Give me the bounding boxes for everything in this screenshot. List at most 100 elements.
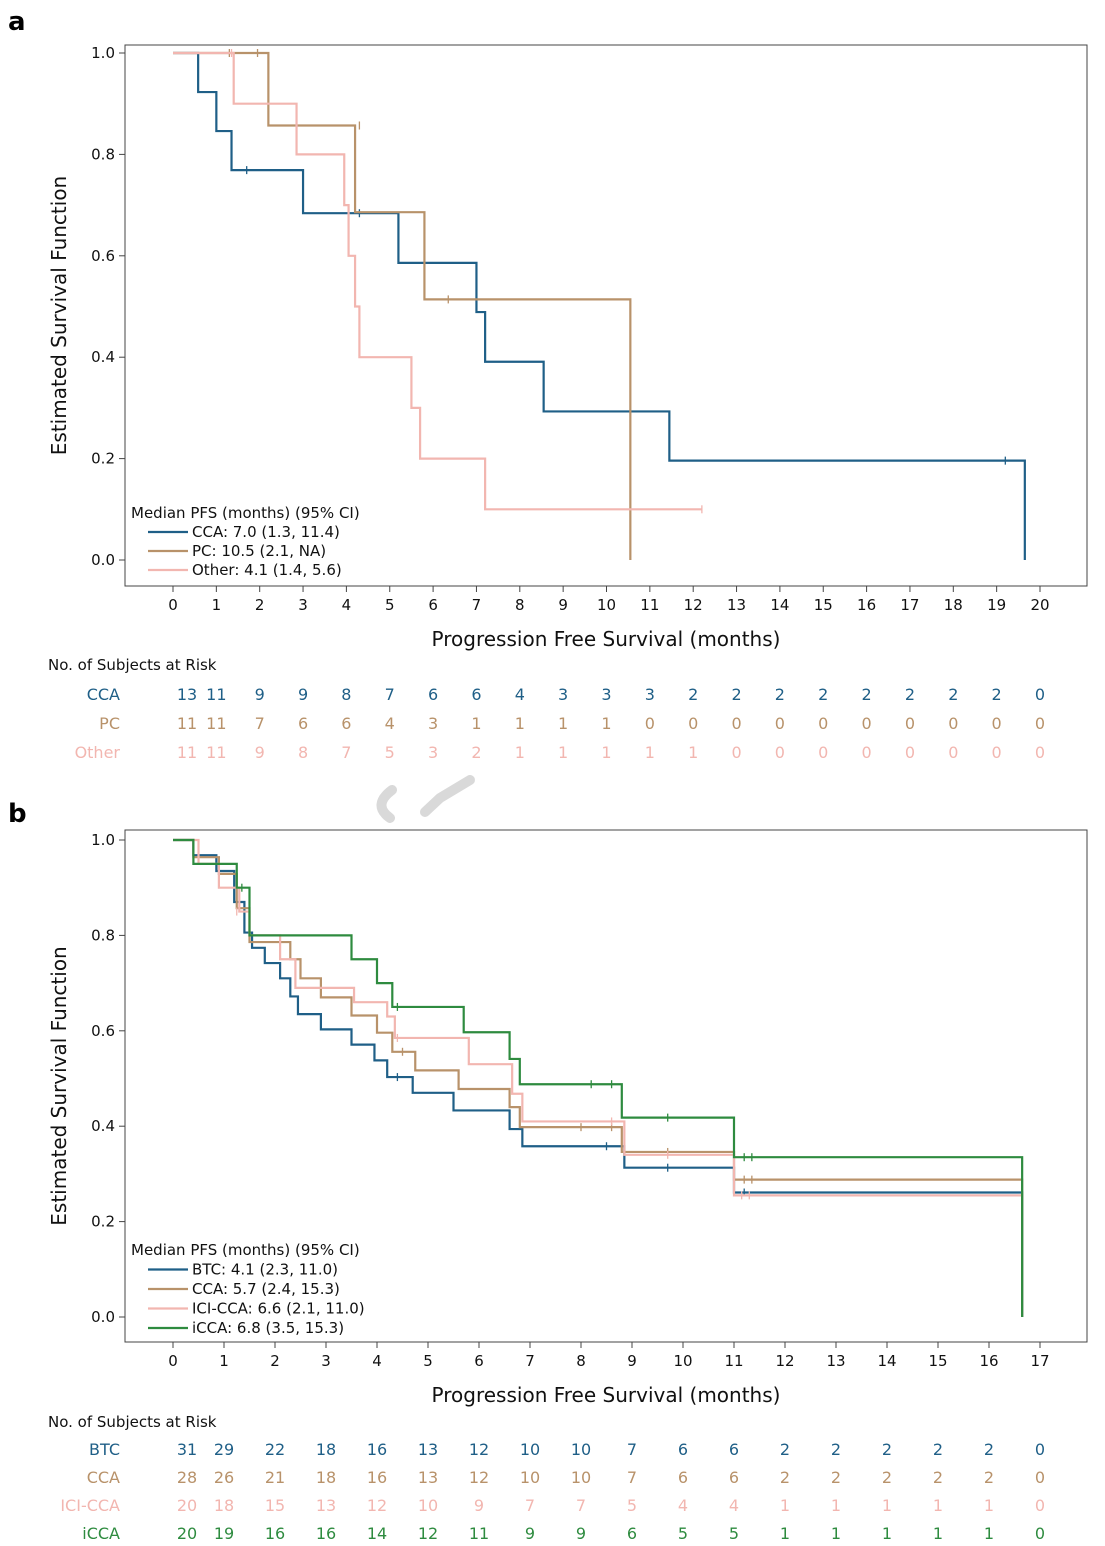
risk-value: 1: [471, 714, 481, 733]
x-tick-label: 8: [576, 1352, 586, 1370]
risk-value: 11: [177, 714, 197, 733]
risk-value: 0: [1035, 1440, 1045, 1459]
risk-value: 20: [177, 1496, 197, 1515]
risk-value: 6: [678, 1440, 688, 1459]
y-tick-label: 0.4: [91, 348, 115, 366]
risk-value: 0: [775, 714, 785, 733]
risk-value: 1: [933, 1496, 943, 1515]
risk-row-label: CCA: [87, 685, 120, 704]
x-tick-label: 7: [525, 1352, 535, 1370]
legend-label: PC: 10.5 (2.1, NA): [192, 542, 326, 560]
risk-value: 11: [206, 685, 226, 704]
y-tick-label: 0.2: [91, 450, 115, 468]
risk-value: 21: [265, 1468, 285, 1487]
x-tick-label: 8: [515, 596, 525, 614]
x-tick-label: 5: [423, 1352, 433, 1370]
risk-value: 6: [471, 685, 481, 704]
risk-value: 1: [558, 743, 568, 762]
y-tick-label: 0.4: [91, 1117, 115, 1135]
risk-value: 0: [992, 743, 1002, 762]
risk-value: 2: [818, 685, 828, 704]
km-curve-CCA_a: [173, 51, 1026, 560]
x-tick-label: 12: [775, 1352, 794, 1370]
x-tick-label: 13: [826, 1352, 845, 1370]
x-tick-label: 18: [944, 596, 963, 614]
x-tick-label: 9: [558, 596, 568, 614]
risk-value: 1: [558, 714, 568, 733]
risk-value: 6: [729, 1440, 739, 1459]
km-curve-PC: [173, 51, 632, 560]
x-tick-label: 14: [877, 1352, 896, 1370]
risk-table-title: No. of Subjects at Risk: [48, 656, 217, 674]
risk-value: 1: [645, 743, 655, 762]
y-tick-label: 0.8: [91, 926, 115, 944]
risk-value: 1: [984, 1524, 994, 1543]
risk-value: 1: [515, 714, 525, 733]
risk-value: 0: [731, 743, 741, 762]
legend: Median PFS (months) (95% CI)CCA: 7.0 (1.…: [131, 504, 360, 579]
risk-value: 2: [905, 685, 915, 704]
y-tick-label: 0.2: [91, 1213, 115, 1231]
risk-value: 2: [984, 1468, 994, 1487]
legend-label: BTC: 4.1 (2.3, 11.0): [192, 1261, 338, 1279]
risk-value: 10: [520, 1440, 540, 1459]
risk-value: 1: [688, 743, 698, 762]
risk-value: 2: [831, 1440, 841, 1459]
risk-value: 0: [688, 714, 698, 733]
risk-value: 7: [627, 1468, 637, 1487]
risk-value: 16: [316, 1524, 336, 1543]
risk-value: 10: [571, 1468, 591, 1487]
risk-row-label: Other: [75, 743, 121, 762]
x-tick-label: 11: [724, 1352, 743, 1370]
risk-value: 2: [984, 1440, 994, 1459]
risk-value: 4: [515, 685, 525, 704]
risk-value: 31: [177, 1440, 197, 1459]
y-tick-label: 0.6: [91, 247, 115, 265]
plot-frame: [124, 829, 1088, 1343]
legend-label: ICI-CCA: 6.6 (2.1, 11.0): [192, 1300, 365, 1318]
risk-value: 0: [731, 714, 741, 733]
km-curve-CCA_b: [173, 838, 1024, 1317]
risk-value: 12: [418, 1524, 438, 1543]
risk-value: 29: [214, 1440, 234, 1459]
x-tick-label: 1: [212, 596, 222, 614]
legend: Median PFS (months) (95% CI) BTC: 4.1 (2.…: [131, 1241, 365, 1337]
risk-value: 14: [367, 1524, 387, 1543]
legend-label: CCA: 7.0 (1.3, 11.4): [192, 523, 340, 541]
risk-value: 0: [1035, 1496, 1045, 1515]
x-tick-label: 9: [627, 1352, 637, 1370]
risk-value: 2: [780, 1468, 790, 1487]
x-tick-label: 12: [684, 596, 703, 614]
risk-value: 0: [1035, 1524, 1045, 1543]
risk-value: 1: [831, 1524, 841, 1543]
risk-value: 2: [688, 685, 698, 704]
risk-value: 7: [255, 714, 265, 733]
risk-row-label: iCCA: [82, 1524, 120, 1543]
risk-value: 3: [428, 743, 438, 762]
risk-value: 16: [265, 1524, 285, 1543]
y-tick-label: 0.8: [91, 145, 115, 163]
risk-value: 10: [520, 1468, 540, 1487]
risk-value: 0: [862, 714, 872, 733]
risk-row-label: ICI-CCA: [60, 1496, 120, 1515]
risk-value: 9: [298, 685, 308, 704]
risk-value: 2: [780, 1440, 790, 1459]
risk-value: 0: [948, 743, 958, 762]
x-tick-label: 14: [770, 596, 789, 614]
risk-value: 9: [255, 743, 265, 762]
x-tick-label: 10: [597, 596, 616, 614]
x-tick-label: 19: [987, 596, 1006, 614]
y-tick-label: 1.0: [91, 831, 115, 849]
x-tick-label: 15: [928, 1352, 947, 1370]
x-tick-label: 3: [321, 1352, 331, 1370]
x-tick-label: 2: [270, 1352, 280, 1370]
risk-value: 2: [933, 1468, 943, 1487]
risk-value: 6: [428, 685, 438, 704]
risk-value: 15: [265, 1496, 285, 1515]
risk-value: 22: [265, 1440, 285, 1459]
risk-value: 3: [428, 714, 438, 733]
risk-value: 2: [731, 685, 741, 704]
risk-value: 7: [385, 685, 395, 704]
x-tick-label: 20: [1030, 596, 1049, 614]
